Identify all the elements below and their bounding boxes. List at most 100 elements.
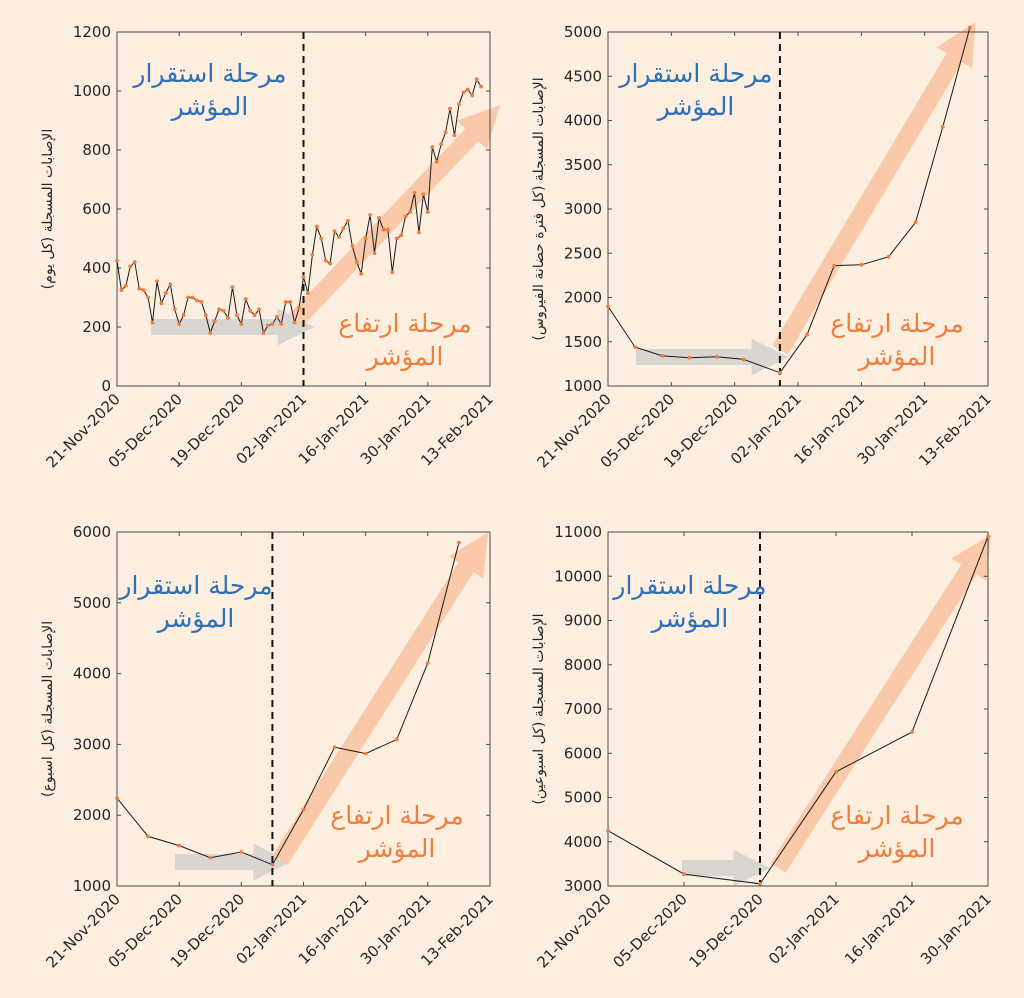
chart-panel-3: 10002000300040005000600021-Nov-202005-De… — [40, 523, 497, 972]
data-point — [177, 322, 182, 326]
data-point — [279, 322, 284, 326]
series-line — [607, 536, 989, 885]
data-point — [425, 210, 430, 214]
data-point — [243, 297, 248, 301]
data-point — [297, 305, 301, 310]
y-tick-label: 0 — [101, 377, 111, 395]
data-point — [805, 332, 809, 337]
data-point — [301, 807, 306, 812]
y-axis-label: الإصابات المسجلة (كل اسبوعين) — [531, 613, 547, 804]
y-tick-label: 4000 — [564, 833, 602, 851]
data-point — [306, 291, 310, 295]
y-tick-label: 4000 — [564, 112, 602, 130]
y-axis-label: الإصابات المسجلة (كل يوم) — [40, 129, 56, 290]
data-point — [399, 233, 404, 238]
data-point — [239, 322, 244, 326]
data-point — [421, 192, 426, 197]
data-point — [474, 77, 479, 82]
data-point — [452, 133, 457, 138]
data-point — [606, 828, 610, 833]
data-point — [115, 258, 119, 263]
rise-phase-arrow — [772, 22, 976, 355]
stable-phase-label: مرحلة استقرار — [117, 571, 272, 600]
y-tick-label: 11000 — [554, 523, 602, 541]
x-tick-label: 16-Jan-2021 — [841, 890, 919, 968]
data-point — [390, 270, 395, 275]
data-point — [910, 730, 914, 734]
data-point — [368, 213, 373, 217]
data-point — [332, 745, 337, 750]
data-point — [163, 291, 168, 295]
chart-panel-1: 02004006008001000120021-Nov-202005-Dec-2… — [40, 23, 501, 472]
data-point — [394, 737, 399, 742]
x-tick-label: 30-Jan-2021 — [917, 890, 995, 968]
data-point — [172, 307, 177, 312]
y-tick-label: 3500 — [564, 156, 602, 174]
data-point — [288, 300, 293, 304]
rise-phase-label: مرحلة ارتفاع — [830, 309, 963, 338]
y-tick-label: 5000 — [73, 594, 111, 612]
data-point — [234, 313, 239, 318]
data-point — [394, 236, 399, 241]
data-point — [270, 862, 275, 867]
data-point — [758, 881, 762, 886]
data-point — [448, 106, 452, 111]
data-point — [208, 331, 213, 335]
y-tick-label: 400 — [82, 259, 111, 277]
y-tick-label: 8000 — [564, 656, 602, 674]
data-point — [119, 288, 124, 293]
data-point — [403, 214, 408, 219]
data-point — [346, 218, 350, 223]
y-axis-label: الإصابات المسجلة (كل اسبوع) — [40, 621, 56, 797]
data-point — [155, 279, 159, 284]
data-point — [314, 224, 319, 229]
data-point — [439, 142, 444, 147]
data-point — [633, 345, 638, 349]
data-point — [146, 295, 150, 300]
data-point — [886, 254, 891, 259]
data-point — [128, 264, 133, 269]
series-line — [116, 542, 460, 866]
data-point — [230, 285, 235, 290]
y-tick-label: 6000 — [73, 523, 111, 541]
data-point — [195, 298, 199, 303]
y-axis-label: الإصابات المسجلة (كل فترة حضانة الفيروس) — [531, 77, 547, 340]
data-point — [150, 320, 155, 325]
data-point — [461, 90, 466, 95]
rise-phase-label: المؤشر — [857, 342, 936, 371]
data-point — [199, 300, 204, 304]
rise-phase-arrow — [289, 104, 501, 327]
data-point — [682, 872, 686, 876]
data-point — [913, 220, 918, 225]
data-point — [332, 229, 337, 234]
data-point — [363, 236, 368, 241]
data-point — [190, 295, 195, 300]
y-tick-label: 2000 — [73, 806, 111, 824]
chart-panel-4: 3000 4000 5000 6000 7000 8000 9000 10000 11000 21… — [531, 523, 995, 972]
rise-phase-label: مرحلة ارتفاع — [330, 801, 463, 830]
data-point — [832, 263, 837, 268]
y-tick-label: 3000 — [564, 877, 602, 895]
rise-phase-arrow — [272, 532, 489, 865]
data-point — [221, 308, 226, 313]
data-point — [986, 534, 990, 539]
chart-panel-2: 10001500200025003000350040004500500021-N… — [531, 22, 995, 472]
y-tick-label: 200 — [82, 318, 111, 336]
data-point — [443, 130, 448, 135]
rise-phase-label: المؤشر — [357, 834, 436, 863]
y-tick-label: 4500 — [564, 67, 602, 85]
y-tick-label: 1500 — [564, 333, 602, 351]
stable-phase-label: مرحلة استقرار — [617, 59, 772, 88]
data-point — [470, 93, 475, 98]
y-tick-label: 1000 — [73, 82, 111, 100]
y-tick-label: 5000 — [564, 23, 602, 41]
x-tick-label: 02-Jan-2021 — [765, 890, 843, 968]
stable-phase-label: المؤشر — [656, 92, 735, 121]
rise-phase-label: مرحلة ارتفاع — [338, 309, 471, 338]
stable-phase-label: المؤشر — [650, 604, 729, 633]
data-point — [270, 322, 275, 326]
y-tick-label: 1200 — [73, 23, 111, 41]
data-point — [354, 260, 359, 264]
data-point — [457, 102, 461, 107]
